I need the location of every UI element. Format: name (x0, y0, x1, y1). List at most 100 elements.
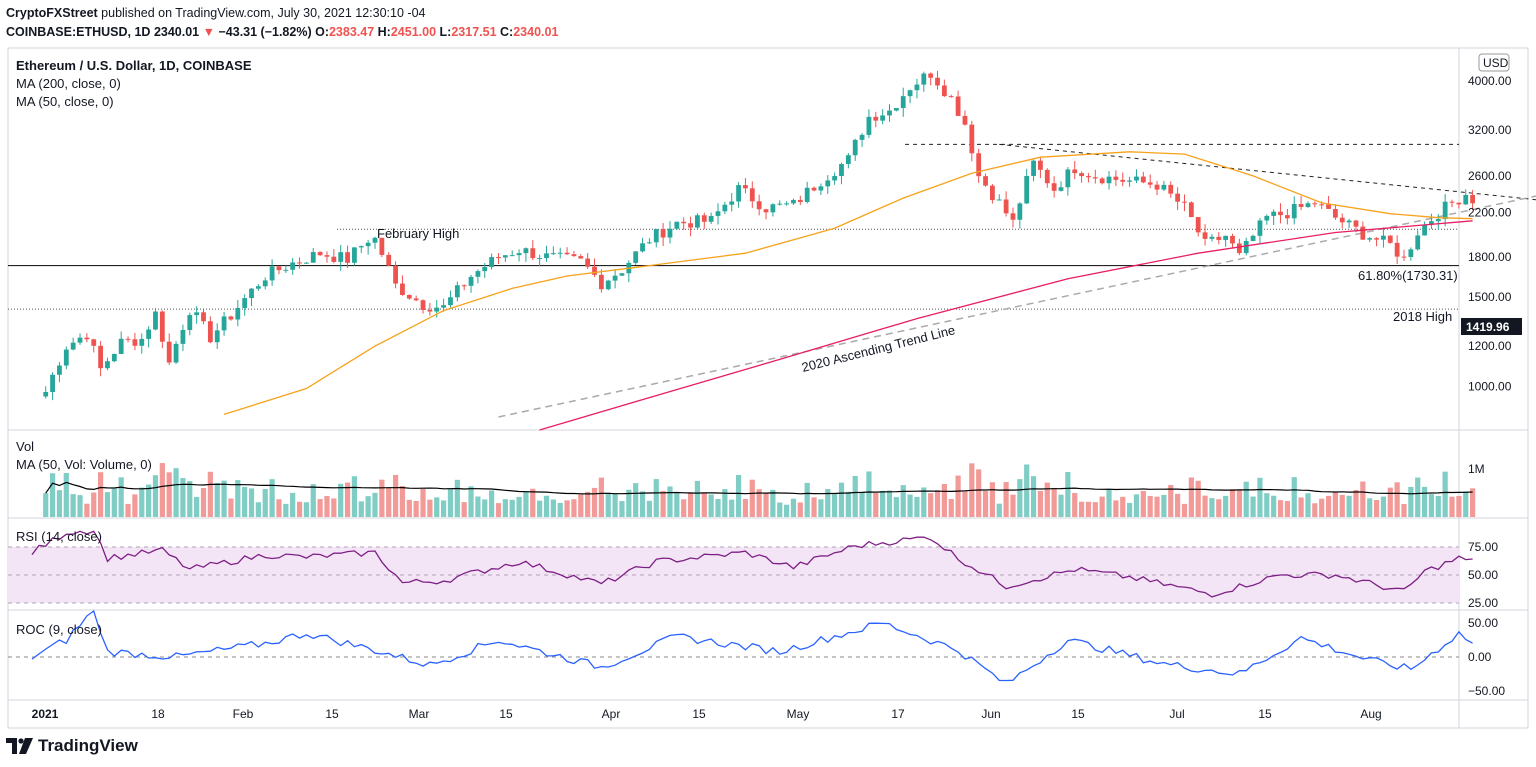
publisher-name[interactable]: CryptoFXStreet (6, 6, 98, 20)
candle-body (153, 311, 158, 330)
candle-body (1223, 235, 1229, 240)
candle-body (1195, 217, 1201, 233)
high-value: 2451.00 (390, 25, 437, 39)
chart-title: Ethereum / U.S. Dollar, 1D, COINBASE (16, 58, 252, 73)
price-axis[interactable]: 4000.00 3200.00 2600.00 2200.00 1800.00 1500.… (1468, 74, 1512, 393)
candle-body (43, 391, 49, 397)
chart-frame (7, 47, 1529, 729)
roc-axis-label: 50.00 (1468, 616, 1498, 630)
chart-header: CryptoFXStreet published on TradingView.… (6, 4, 558, 42)
volume-bar (1209, 498, 1215, 517)
volume-bar (146, 484, 152, 517)
high-2018-label: 2018 High (1393, 309, 1452, 324)
volume-bar (482, 499, 488, 517)
volume-bar (921, 487, 927, 517)
volume-bar (866, 471, 872, 517)
volume-bar (1470, 488, 1476, 517)
volume-bar (948, 498, 954, 517)
date-axis-label: Feb (233, 707, 254, 721)
candle-body (1360, 226, 1366, 240)
candle-body (228, 316, 234, 320)
candle-body (1319, 204, 1325, 206)
candle-body (454, 285, 460, 298)
candle-body (262, 280, 268, 287)
volume-bar (537, 500, 543, 517)
volume-bar (523, 491, 529, 517)
candle-body (269, 266, 275, 281)
candle-body (290, 262, 296, 270)
candle-body (331, 256, 337, 262)
volume-axis: 1M (1468, 462, 1485, 476)
candle-body (921, 73, 927, 85)
last-price: 2340.01 (153, 25, 200, 39)
candle-body (1065, 169, 1071, 188)
volume-bar (290, 492, 296, 517)
candle-body (564, 252, 570, 255)
candle-body (242, 298, 248, 308)
tradingview-logo[interactable]: TradingView (6, 736, 138, 756)
candle-body (777, 203, 783, 205)
candle-body (50, 374, 55, 392)
candle-body (105, 361, 110, 369)
volume-bar (200, 488, 207, 517)
candle-body (674, 221, 680, 229)
candle-body (1422, 224, 1427, 236)
candle-body (406, 294, 412, 299)
volume-bar (1456, 496, 1462, 517)
volume-bar (564, 500, 570, 517)
volume-bar (784, 504, 790, 517)
candle-body (722, 204, 728, 212)
candle-body (1120, 179, 1126, 182)
rsi-axis-label: 75.00 (1468, 540, 1498, 554)
ma50-line (223, 151, 1473, 416)
time-axis[interactable]: 2021 18 Feb 15 Mar 15 Apr 15 May 17 Jun 15 Jul 15 Aug (32, 707, 1382, 721)
volume-bar (235, 480, 241, 517)
price-axis-label: 1500.00 (1468, 290, 1512, 304)
candle-body (166, 341, 172, 363)
date-axis-label: 15 (1258, 707, 1272, 721)
volume-bar (756, 489, 762, 517)
candle-body (509, 255, 515, 257)
candle-body (297, 262, 302, 264)
volume-bar (557, 502, 563, 517)
candle-body (386, 254, 392, 266)
volume-bar (1243, 481, 1249, 517)
volume-bar (365, 496, 371, 517)
date-axis-label: 17 (891, 707, 905, 721)
candle-body (1147, 182, 1153, 185)
candle-body (352, 247, 357, 263)
volume-bar (386, 487, 392, 517)
date-axis-label: 18 (151, 707, 165, 721)
candle-body (1209, 236, 1215, 239)
volume-bar (1140, 490, 1146, 517)
volume-bar (1250, 496, 1256, 517)
volume-bar (118, 477, 124, 517)
volume-bar (1373, 500, 1380, 517)
currency-badge[interactable] (1478, 53, 1510, 72)
candle-body (592, 266, 597, 275)
candle-body (743, 185, 748, 189)
volume-bar (468, 486, 474, 517)
volume-bar (1463, 491, 1469, 517)
volume-bar (139, 487, 145, 517)
price-axis-label: 1200.00 (1468, 339, 1512, 353)
volume-bar (509, 499, 515, 517)
volume-bar (1353, 490, 1359, 517)
volume-bar (1298, 497, 1304, 517)
symbol-label: COINBASE:ETHUSD, 1D (6, 25, 151, 39)
candle-body (955, 96, 961, 116)
volume-bar (619, 501, 625, 517)
volume-bar (941, 484, 947, 517)
volume-bar (1024, 464, 1030, 517)
candle-body (1072, 169, 1078, 174)
volume-bar (447, 488, 454, 517)
volume-bar (1120, 496, 1126, 517)
volume-bar (1216, 499, 1222, 517)
volume-bar (461, 502, 467, 517)
candle-body (557, 252, 563, 254)
volume-bar (914, 496, 920, 517)
volume-bar (441, 500, 447, 517)
candle-body (1346, 220, 1352, 223)
candle-body (832, 176, 838, 181)
